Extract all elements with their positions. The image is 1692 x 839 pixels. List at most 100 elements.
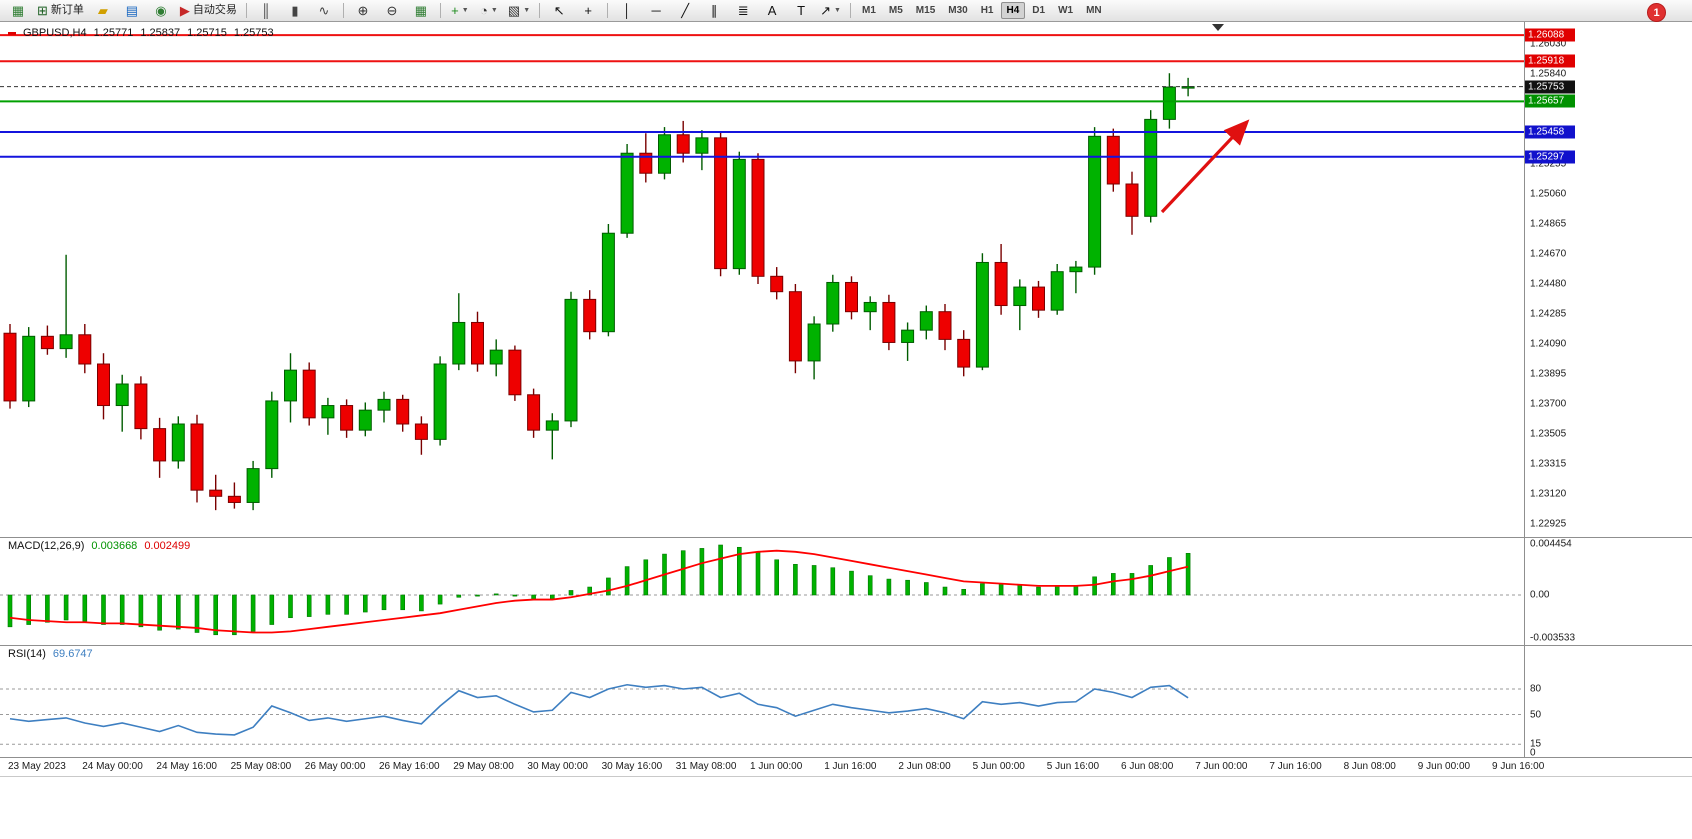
- arrow-object[interactable]: [1160, 119, 1250, 214]
- fibonacci-icon: ≣: [737, 3, 749, 18]
- candle-body: [845, 281, 858, 313]
- periods-button[interactable]: ◔ ▼: [475, 1, 503, 21]
- time-axis-label: 5 Jun 00:00: [972, 761, 1025, 772]
- macd-histogram-bar: [1017, 584, 1023, 596]
- candle-body: [452, 321, 466, 365]
- macd-scale-label: 0.00: [1530, 589, 1550, 601]
- autotrading-button[interactable]: ▶ 自动交易: [176, 1, 241, 21]
- rsi-header: RSI(14) 69.6747: [8, 648, 93, 660]
- macd-histogram-bar: [905, 579, 910, 596]
- macd-histogram-bar: [830, 567, 836, 596]
- macd-histogram-bar: [325, 594, 331, 615]
- horizontal-line-button[interactable]: ─: [642, 1, 670, 21]
- macd-header: MACD(12,26,9) 0.003668 0.002499: [8, 540, 190, 552]
- macd-histogram-bar: [63, 594, 69, 621]
- zoom-in-button[interactable]: ⊕: [349, 1, 377, 21]
- ohlc-open: 1.25771: [93, 27, 134, 39]
- crosshair-button[interactable]: +: [574, 1, 602, 21]
- channel-icon: ∥: [710, 3, 718, 18]
- zoom-out-button[interactable]: ⊖: [378, 1, 406, 21]
- macd-histogram-bar: [849, 570, 854, 596]
- timeframe-button-m5[interactable]: M5: [888, 5, 903, 16]
- timeframe-button-h4[interactable]: H4: [1000, 2, 1026, 19]
- macd-histogram-bar: [288, 594, 293, 619]
- support-button[interactable]: ◉: [147, 1, 175, 21]
- fibonacci-button[interactable]: ≣: [729, 1, 757, 21]
- metaeditor-button[interactable]: ▰: [89, 1, 117, 21]
- macd-histogram-bar: [1111, 573, 1116, 596]
- macd-histogram-bar: [998, 583, 1004, 596]
- panel-separators[interactable]: [0, 22, 1692, 777]
- macd-label: MACD(12,26,9): [8, 540, 85, 552]
- autotrading-label: 自动交易: [192, 4, 237, 16]
- cursor-button[interactable]: ↖: [545, 1, 573, 21]
- tile-windows-button[interactable]: ▦: [407, 1, 435, 21]
- vertical-line-button[interactable]: │: [613, 1, 641, 21]
- timeframe-button-m15[interactable]: M15: [915, 5, 936, 16]
- arrows-tool-button[interactable]: ↗ ▼: [816, 1, 845, 21]
- horizontal-line-objects[interactable]: [0, 34, 1524, 158]
- macd-histogram-bar: [811, 565, 817, 596]
- macd-signal-value: 0.002499: [144, 540, 191, 552]
- candle-body: [1106, 135, 1120, 185]
- bar-chart-icon: ║: [261, 3, 271, 18]
- new-chart-button[interactable]: ▦: [4, 1, 32, 21]
- candlestick-chart-button[interactable]: ▮: [281, 1, 309, 21]
- line-chart-button[interactable]: ∿: [310, 1, 338, 21]
- price-level-badge: 1.25297: [1525, 150, 1575, 164]
- macd-histogram-bar: [718, 544, 723, 596]
- new-order-button[interactable]: ⊞ 新订单: [33, 1, 88, 21]
- red-arrow-annotation[interactable]: [1160, 119, 1250, 214]
- candle-body: [153, 428, 167, 462]
- price-level-badge: 1.25918: [1525, 54, 1575, 68]
- macd-histogram-bar: [1185, 553, 1191, 596]
- chart-shift-marker: [1212, 24, 1224, 31]
- timeframe-button-w1[interactable]: W1: [1058, 5, 1074, 16]
- indicators-button[interactable]: + ▼: [446, 1, 474, 21]
- channel-button[interactable]: ∥: [700, 1, 728, 21]
- text-button[interactable]: A: [758, 1, 786, 21]
- candle-body: [227, 495, 241, 503]
- notification-badge[interactable]: 1: [1647, 3, 1666, 22]
- price-axis-label: 1.23700: [1530, 398, 1567, 410]
- timeframe-button-d1[interactable]: D1: [1032, 5, 1046, 16]
- time-axis-label: 5 Jun 16:00: [1046, 761, 1100, 772]
- candle-body: [1050, 271, 1064, 311]
- templates-button[interactable]: ▧ ▼: [504, 1, 534, 21]
- candlestick-chart-icon: ▮: [291, 3, 299, 18]
- candle-body: [284, 369, 297, 402]
- candle-body: [59, 334, 73, 350]
- ohlc-high: 1.25837: [140, 27, 181, 39]
- indicators-icon: +: [451, 3, 459, 18]
- timeframe-button-m1[interactable]: M1: [861, 5, 876, 16]
- timeframe-button-mn[interactable]: MN: [1086, 5, 1102, 16]
- macd-histogram-bar: [269, 594, 275, 625]
- rsi-label: RSI(14): [8, 648, 46, 660]
- macd-histogram-bar: [1073, 585, 1079, 596]
- candle-body: [826, 281, 840, 325]
- time-axis-label: 2 Jun 08:00: [898, 761, 951, 772]
- candle-body: [396, 398, 410, 425]
- candle-body: [302, 369, 316, 419]
- price-axis-label: 1.22925: [1530, 518, 1567, 530]
- macd-histogram-bar: [774, 559, 780, 596]
- candle-body: [340, 405, 354, 431]
- trendline-button[interactable]: ╱: [671, 1, 699, 21]
- time-axis-label: 9 Jun 16:00: [1492, 761, 1545, 772]
- candle-body: [732, 158, 746, 270]
- candle-body: [1125, 183, 1139, 217]
- timeframe-button-m30[interactable]: M30: [948, 5, 968, 16]
- terminal-button[interactable]: ▤: [118, 1, 146, 21]
- bar-chart-button[interactable]: ║: [252, 1, 280, 21]
- time-axis-label: 23 May 2023: [8, 761, 66, 772]
- macd-histogram-bar: [1092, 576, 1097, 596]
- candle-body: [975, 261, 989, 368]
- macd-histogram-bar: [512, 594, 518, 597]
- candle-body: [1069, 266, 1083, 273]
- macd-histogram-bar: [306, 594, 312, 617]
- timeframe-button-h1[interactable]: H1: [980, 5, 994, 16]
- candle-body: [695, 137, 709, 154]
- text-label-button[interactable]: T: [787, 1, 815, 21]
